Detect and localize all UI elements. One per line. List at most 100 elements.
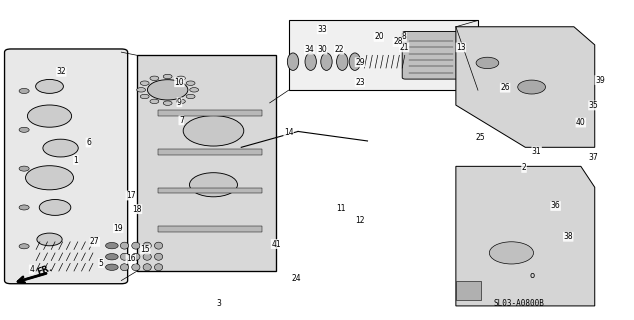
Text: SL03-A0800B: SL03-A0800B xyxy=(493,299,545,308)
Circle shape xyxy=(36,79,63,93)
Text: 1: 1 xyxy=(74,156,78,164)
Ellipse shape xyxy=(305,53,316,70)
Text: o: o xyxy=(529,271,535,280)
Text: 27: 27 xyxy=(90,237,100,246)
Bar xyxy=(288,20,478,90)
Circle shape xyxy=(163,101,172,105)
Text: 2: 2 xyxy=(522,164,526,172)
Text: 19: 19 xyxy=(113,224,123,233)
Ellipse shape xyxy=(155,242,163,249)
Circle shape xyxy=(150,76,158,81)
Text: 9: 9 xyxy=(177,98,182,107)
Circle shape xyxy=(148,80,188,100)
Text: 32: 32 xyxy=(56,67,66,76)
Text: 7: 7 xyxy=(179,116,184,125)
Text: 36: 36 xyxy=(551,202,560,211)
Circle shape xyxy=(140,94,149,99)
Circle shape xyxy=(186,94,195,99)
Bar xyxy=(158,149,262,155)
Circle shape xyxy=(37,233,62,246)
Text: 23: 23 xyxy=(355,78,365,87)
Text: 41: 41 xyxy=(271,240,281,249)
Circle shape xyxy=(27,105,72,127)
Text: 4: 4 xyxy=(29,265,34,274)
Text: 38: 38 xyxy=(564,232,573,241)
Circle shape xyxy=(19,244,29,249)
Circle shape xyxy=(105,264,118,270)
Circle shape xyxy=(476,57,499,69)
Circle shape xyxy=(150,99,158,104)
Ellipse shape xyxy=(349,53,361,70)
Ellipse shape xyxy=(337,53,348,70)
Ellipse shape xyxy=(120,253,129,260)
Ellipse shape xyxy=(155,253,163,260)
Text: 12: 12 xyxy=(355,216,365,225)
Text: 3: 3 xyxy=(217,299,222,308)
Text: 18: 18 xyxy=(133,205,142,214)
Text: 28: 28 xyxy=(393,37,403,46)
Text: 8: 8 xyxy=(402,32,406,41)
FancyArrowPatch shape xyxy=(18,273,46,283)
Ellipse shape xyxy=(143,242,152,249)
Circle shape xyxy=(137,88,146,92)
Text: 13: 13 xyxy=(456,43,466,52)
Text: 39: 39 xyxy=(595,76,605,84)
Ellipse shape xyxy=(321,53,332,70)
Ellipse shape xyxy=(120,242,129,249)
Circle shape xyxy=(140,81,149,85)
Ellipse shape xyxy=(120,264,129,271)
Text: 34: 34 xyxy=(304,45,314,54)
Text: 31: 31 xyxy=(532,147,541,156)
Text: 25: 25 xyxy=(475,133,484,142)
Text: 21: 21 xyxy=(399,43,409,52)
Circle shape xyxy=(19,127,29,132)
Text: 26: 26 xyxy=(500,83,510,92)
Text: 5: 5 xyxy=(99,259,103,268)
Bar xyxy=(158,188,262,193)
Ellipse shape xyxy=(287,53,299,70)
Circle shape xyxy=(489,242,533,264)
Text: 35: 35 xyxy=(588,101,598,110)
Circle shape xyxy=(105,253,118,260)
Polygon shape xyxy=(456,27,595,147)
Circle shape xyxy=(105,243,118,249)
Circle shape xyxy=(518,80,545,94)
Ellipse shape xyxy=(143,253,152,260)
Text: 40: 40 xyxy=(576,118,586,127)
Text: 29: 29 xyxy=(355,58,365,67)
Circle shape xyxy=(190,88,198,92)
Text: FR.: FR. xyxy=(36,264,54,277)
Circle shape xyxy=(190,173,238,197)
Text: 20: 20 xyxy=(374,32,384,41)
Bar xyxy=(158,110,262,116)
Circle shape xyxy=(19,205,29,210)
Ellipse shape xyxy=(132,242,140,249)
Circle shape xyxy=(25,166,74,190)
Text: 10: 10 xyxy=(174,78,184,87)
Circle shape xyxy=(19,166,29,171)
Circle shape xyxy=(176,76,185,81)
Text: 22: 22 xyxy=(334,45,344,54)
Text: 16: 16 xyxy=(126,254,136,263)
Circle shape xyxy=(186,81,195,85)
Text: 24: 24 xyxy=(292,274,302,283)
Ellipse shape xyxy=(132,253,140,260)
FancyBboxPatch shape xyxy=(402,32,459,79)
Text: 6: 6 xyxy=(86,138,91,147)
Bar xyxy=(137,55,276,271)
Text: 37: 37 xyxy=(588,153,598,162)
Text: 14: 14 xyxy=(284,128,294,137)
Bar xyxy=(456,281,481,300)
Circle shape xyxy=(183,116,244,146)
Ellipse shape xyxy=(155,264,163,271)
Ellipse shape xyxy=(132,264,140,271)
Circle shape xyxy=(19,88,29,93)
Circle shape xyxy=(43,139,78,157)
Text: 30: 30 xyxy=(317,45,327,54)
Text: 15: 15 xyxy=(141,245,150,254)
Text: 33: 33 xyxy=(317,25,327,34)
FancyBboxPatch shape xyxy=(4,49,127,284)
Ellipse shape xyxy=(143,264,152,271)
Text: 11: 11 xyxy=(336,204,346,213)
Circle shape xyxy=(176,99,185,104)
